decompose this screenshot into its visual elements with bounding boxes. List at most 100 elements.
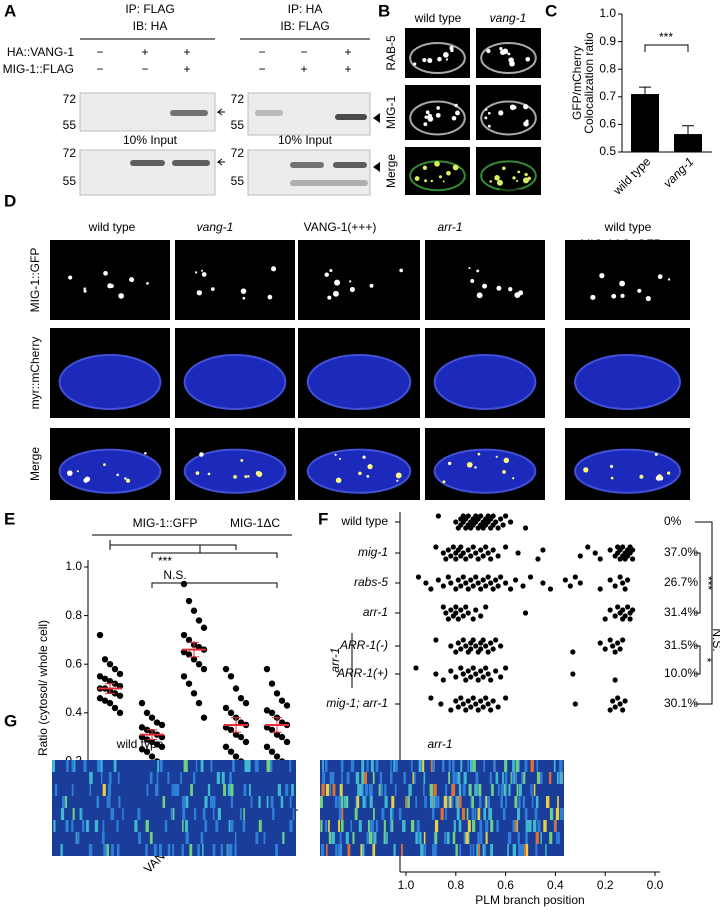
data-point xyxy=(503,513,509,519)
heatmap-stripe xyxy=(230,784,234,796)
heatmap-stripe xyxy=(531,796,534,808)
heatmap-stripe xyxy=(60,844,63,856)
heatmap-stripe xyxy=(338,844,341,856)
data-point xyxy=(96,695,104,702)
heatmap-stripe xyxy=(200,760,204,772)
heatmap-stripe xyxy=(369,796,373,808)
punctum xyxy=(199,452,204,457)
heatmap-stripe xyxy=(504,772,508,784)
heatmap-stripe xyxy=(497,784,500,796)
heatmap-stripe xyxy=(394,760,398,772)
heatmap-stripe xyxy=(375,820,379,832)
data-point xyxy=(283,702,291,709)
heatmap-stripe xyxy=(217,808,221,820)
blot-header: IB: HA xyxy=(133,19,168,33)
n-label: 10 xyxy=(638,134,652,148)
punctum xyxy=(329,268,333,273)
heatmap-stripe xyxy=(555,808,560,820)
data-point xyxy=(620,637,626,643)
heatmap-stripe xyxy=(209,796,214,808)
punctum xyxy=(424,179,428,183)
heatmap-stripe xyxy=(358,820,362,832)
data-point xyxy=(620,707,626,713)
heatmap-stripe xyxy=(158,844,162,856)
data-point xyxy=(428,586,434,592)
data-point xyxy=(185,636,193,644)
heatmap-stripe xyxy=(72,808,75,820)
data-point xyxy=(148,738,156,746)
punctum xyxy=(247,475,250,478)
data-point xyxy=(473,671,479,677)
heatmap-stripe xyxy=(507,844,509,856)
data-point xyxy=(607,707,613,713)
data-point xyxy=(453,604,459,610)
data-point xyxy=(493,519,499,525)
heatmap-stripe xyxy=(461,808,465,820)
data-point xyxy=(227,726,235,734)
heatmap-stripe xyxy=(379,772,383,784)
heatmap-stripe xyxy=(348,772,350,784)
heatmap-stripe xyxy=(280,796,284,808)
data-point xyxy=(465,668,471,674)
blot-band xyxy=(333,162,367,168)
punctum xyxy=(267,294,273,300)
heatmap-stripe xyxy=(508,784,511,796)
heatmap-stripe xyxy=(465,832,469,844)
heatmap-stripe xyxy=(171,784,174,796)
heatmap-stripe xyxy=(476,844,479,856)
heatmap-stripe xyxy=(167,772,170,784)
heatmap-stripe xyxy=(182,808,186,820)
data-point xyxy=(448,668,454,674)
data-point xyxy=(567,583,573,589)
group-label: MIG-1ΔC xyxy=(230,516,280,530)
punctum xyxy=(496,179,503,186)
heatmap-stripe xyxy=(101,832,105,844)
heatmap-stripe xyxy=(88,844,93,856)
row-label: MIG-1::FLAG xyxy=(3,62,74,76)
heatmap-stripe xyxy=(289,820,293,832)
heatmap-stripe xyxy=(232,760,235,772)
data-point xyxy=(540,580,546,586)
data-point xyxy=(493,668,499,674)
punctum xyxy=(349,287,355,293)
data-point xyxy=(483,604,489,610)
heatmap-stripe xyxy=(431,808,435,820)
heatmap-stripe xyxy=(117,772,120,784)
data-point xyxy=(190,656,198,663)
heatmap-stripe xyxy=(408,784,412,796)
heatmap-stripe xyxy=(434,820,439,832)
heatmap-stripe xyxy=(528,820,532,832)
heatmap-stripe xyxy=(347,844,351,856)
data-point xyxy=(610,643,616,649)
inset-label: MIG-1ΔC::GFP xyxy=(580,237,661,251)
y-tick-label: 0.9 xyxy=(599,34,616,48)
column-label: vang-1 xyxy=(490,11,527,25)
heatmap-stripe xyxy=(345,832,349,844)
input-label: 10% Input xyxy=(123,133,178,147)
data-point xyxy=(629,607,636,613)
heatmap-stripe xyxy=(64,796,68,808)
heatmap-stripe xyxy=(350,760,355,772)
data-point xyxy=(473,574,479,580)
heatmap-stripe xyxy=(90,772,93,784)
heatmap-stripe xyxy=(459,844,462,856)
data-point xyxy=(453,649,459,655)
data-point xyxy=(465,513,471,519)
data-point xyxy=(268,726,276,734)
heatmap-stripe xyxy=(521,772,524,784)
data-point xyxy=(433,637,439,643)
heatmap-stripe xyxy=(292,808,295,820)
data-point xyxy=(495,553,501,559)
input-label: 10% Input xyxy=(278,133,333,147)
punctum xyxy=(399,268,403,273)
punctum xyxy=(525,56,531,62)
punctum xyxy=(667,278,671,281)
bar xyxy=(631,94,659,152)
heatmap-stripe xyxy=(452,772,456,784)
heatmap-stripe xyxy=(444,832,447,844)
heatmap-stripe xyxy=(514,772,517,784)
percent-label: 30.1% xyxy=(664,696,698,710)
heatmap-stripe xyxy=(116,820,119,832)
heatmap-stripe xyxy=(362,844,365,856)
heatmap-stripe xyxy=(365,784,369,796)
